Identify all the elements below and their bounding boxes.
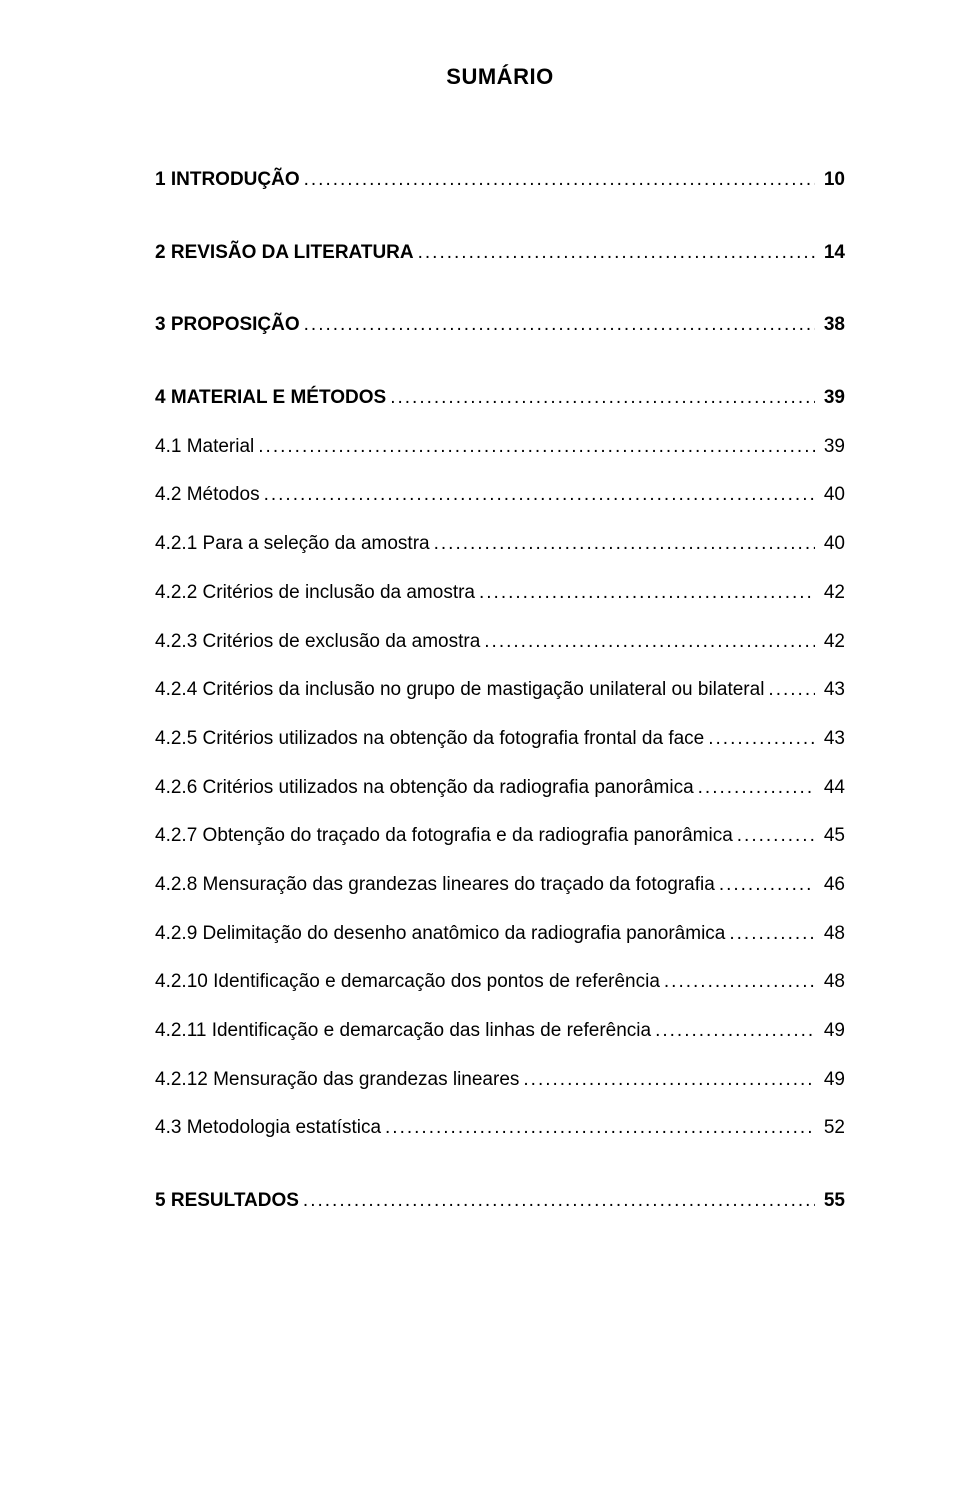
toc-entry-label: 4.2.9 Delimitação do desenho anatômico d… (155, 922, 725, 947)
toc-entry-page: 55 (815, 1189, 845, 1214)
toc-entry-label: 4.3 Metodologia estatística (155, 1116, 381, 1141)
page-container: SUMÁRIO 1 INTRODUÇÃO....................… (0, 0, 960, 1491)
toc-entry-label: 4.2.6 Critérios utilizados na obtenção d… (155, 776, 694, 801)
toc-entry-label: 4.2.10 Identificação e demarcação dos po… (155, 970, 660, 995)
toc-entry: 4.2.1 Para a seleção da amostra.........… (155, 532, 845, 557)
toc-entry-label: 2 REVISÃO DA LITERATURA (155, 241, 414, 266)
toc-entry: 4.2.4 Critérios da inclusão no grupo de … (155, 678, 845, 703)
toc-entry-label: 4.2.1 Para a seleção da amostra (155, 532, 430, 557)
toc-entry-page: 10 (815, 168, 845, 193)
toc-entry-page: 38 (815, 313, 845, 338)
toc-entry-leader: ........................................… (430, 532, 815, 557)
toc-entry-leader: ........................................… (260, 483, 815, 508)
toc-entry-label: 4.2.3 Critérios de exclusão da amostra (155, 630, 480, 655)
toc-entry-leader: ........................................… (300, 168, 815, 193)
toc-entry-label: 4 MATERIAL E MÉTODOS (155, 386, 386, 411)
toc-entry-page: 52 (815, 1116, 845, 1141)
toc-entry-leader: ........................................… (480, 630, 815, 655)
toc-entry: 4.2.5 Critérios utilizados na obtenção d… (155, 727, 845, 752)
toc-entry-label: 4.2.12 Mensuração das grandezas lineares (155, 1068, 519, 1093)
toc-entry-page: 43 (815, 678, 845, 703)
toc-entry: 4.1 Material............................… (155, 435, 845, 460)
toc-entry-leader: ........................................… (386, 386, 815, 411)
toc-entry: 4.2 Métodos.............................… (155, 483, 845, 508)
toc-entry-leader: ........................................… (704, 727, 815, 752)
toc-entry-page: 44 (815, 776, 845, 801)
toc-entry-leader: ........................................… (519, 1068, 815, 1093)
toc-entry-label: 4.1 Material (155, 435, 254, 460)
toc-entry-page: 40 (815, 483, 845, 508)
toc-entry: 4 MATERIAL E MÉTODOS....................… (155, 386, 845, 411)
toc-entry: 4.2.6 Critérios utilizados na obtenção d… (155, 776, 845, 801)
toc-entry-leader: ........................................… (660, 970, 815, 995)
toc-entry: 1 INTRODUÇÃO............................… (155, 168, 845, 193)
toc-entry-label: 4.2.5 Critérios utilizados na obtenção d… (155, 727, 704, 752)
toc-entry: 2 REVISÃO DA LITERATURA.................… (155, 241, 845, 266)
table-of-contents: 1 INTRODUÇÃO............................… (155, 168, 845, 1214)
toc-entry-page: 49 (815, 1019, 845, 1044)
toc-entry-label: 4.2.7 Obtenção do traçado da fotografia … (155, 824, 733, 849)
toc-entry-leader: ........................................… (733, 824, 815, 849)
toc-entry-page: 43 (815, 727, 845, 752)
toc-entry-label: 4.2 Métodos (155, 483, 260, 508)
toc-entry: 4.2.2 Critérios de inclusão da amostra..… (155, 581, 845, 606)
toc-entry-page: 46 (815, 873, 845, 898)
toc-entry-page: 45 (815, 824, 845, 849)
toc-entry: 3 PROPOSIÇÃO............................… (155, 313, 845, 338)
toc-entry-leader: ........................................… (715, 873, 815, 898)
toc-entry-leader: ........................................… (381, 1116, 815, 1141)
toc-entry-page: 48 (815, 922, 845, 947)
toc-entry-label: 4.2.2 Critérios de inclusão da amostra (155, 581, 475, 606)
toc-entry: 4.2.3 Critérios de exclusão da amostra..… (155, 630, 845, 655)
toc-entry: 4.2.7 Obtenção do traçado da fotografia … (155, 824, 845, 849)
toc-entry-label: 4.2.11 Identificação e demarcação das li… (155, 1019, 651, 1044)
toc-entry-page: 40 (815, 532, 845, 557)
toc-entry: 4.2.12 Mensuração das grandezas lineares… (155, 1068, 845, 1093)
toc-entry-label: 4.2.4 Critérios da inclusão no grupo de … (155, 678, 764, 703)
toc-entry-leader: ........................................… (651, 1019, 815, 1044)
toc-entry-page: 39 (815, 435, 845, 460)
toc-entry-leader: ........................................… (725, 922, 815, 947)
toc-entry-leader: ........................................… (764, 678, 815, 703)
toc-entry-leader: ........................................… (414, 241, 815, 266)
toc-entry: 4.2.10 Identificação e demarcação dos po… (155, 970, 845, 995)
toc-entry-label: 4.2.8 Mensuração das grandezas lineares … (155, 873, 715, 898)
page-title: SUMÁRIO (155, 64, 845, 90)
toc-entry-label: 1 INTRODUÇÃO (155, 168, 300, 193)
toc-entry-label: 3 PROPOSIÇÃO (155, 313, 300, 338)
toc-entry-label: 5 RESULTADOS (155, 1189, 299, 1214)
toc-entry: 4.3 Metodologia estatística.............… (155, 1116, 845, 1141)
toc-entry-page: 42 (815, 630, 845, 655)
toc-entry-leader: ........................................… (299, 1189, 815, 1214)
toc-entry-page: 39 (815, 386, 845, 411)
toc-entry-page: 49 (815, 1068, 845, 1093)
toc-entry-leader: ........................................… (475, 581, 815, 606)
toc-entry: 4.2.11 Identificação e demarcação das li… (155, 1019, 845, 1044)
toc-entry-page: 42 (815, 581, 845, 606)
toc-entry-page: 14 (815, 241, 845, 266)
toc-entry: 4.2.9 Delimitação do desenho anatômico d… (155, 922, 845, 947)
toc-entry-leader: ........................................… (254, 435, 815, 460)
toc-entry: 4.2.8 Mensuração das grandezas lineares … (155, 873, 845, 898)
toc-entry-leader: ........................................… (300, 313, 815, 338)
toc-entry-leader: ........................................… (694, 776, 815, 801)
toc-entry: 5 RESULTADOS............................… (155, 1189, 845, 1214)
toc-entry-page: 48 (815, 970, 845, 995)
